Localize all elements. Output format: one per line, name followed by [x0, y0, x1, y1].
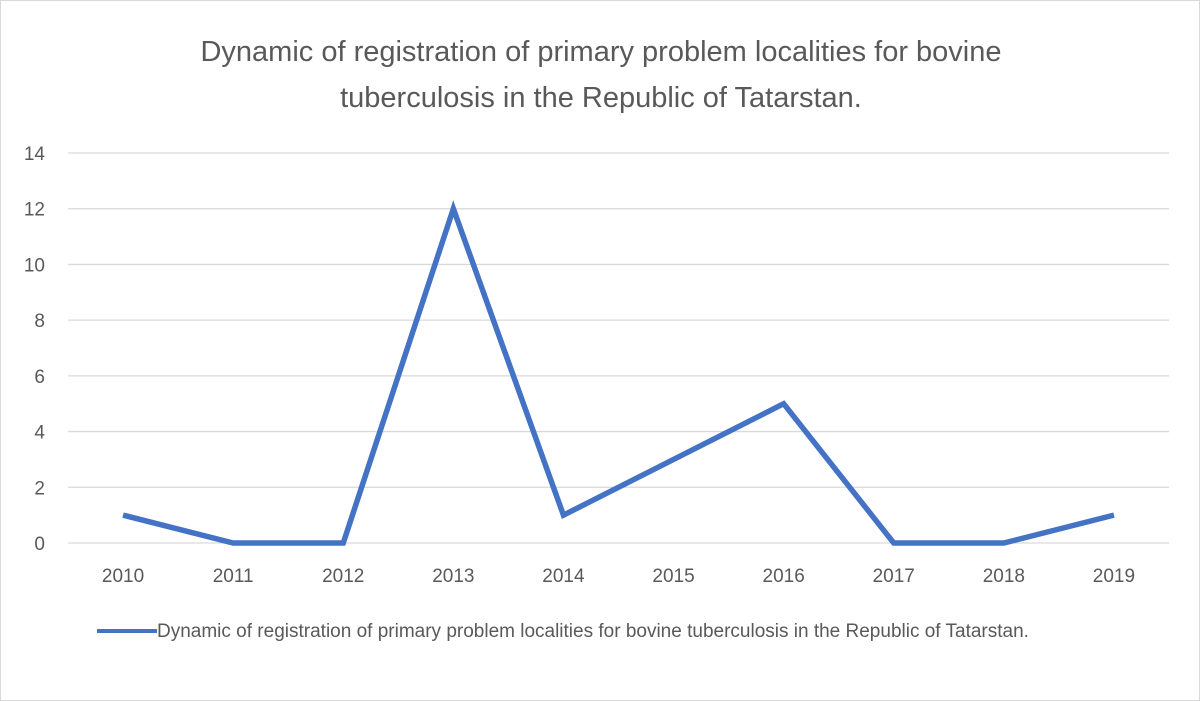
x-tick-label: 2018 [983, 566, 1025, 587]
legend-swatch [97, 629, 157, 633]
y-tick-label: 0 [34, 534, 45, 555]
y-tick-label: 4 [34, 423, 45, 444]
x-tick-label: 2017 [873, 566, 915, 587]
legend: Dynamic of registration of primary probl… [97, 617, 1157, 646]
x-tick-label: 2010 [102, 566, 144, 587]
x-tick-label: 2016 [763, 566, 805, 587]
y-tick-label: 6 [34, 367, 45, 388]
x-tick-label: 2013 [432, 566, 474, 587]
x-tick-label: 2015 [652, 566, 694, 587]
x-tick-label: 2014 [542, 566, 585, 587]
y-tick-label: 2 [34, 478, 45, 499]
x-tick-label: 2019 [1093, 566, 1135, 587]
x-tick-label: 2011 [213, 566, 254, 587]
y-tick-label: 12 [24, 200, 45, 221]
chart-title: Dynamic of registration of primary probl… [200, 36, 1002, 114]
x-tick-label: 2012 [322, 566, 364, 587]
series-line [122, 200, 1115, 546]
y-tick-label: 10 [24, 255, 45, 276]
legend-label: Dynamic of registration of primary probl… [157, 621, 1029, 642]
y-tick-label: 8 [34, 311, 45, 332]
y-tick-label: 14 [24, 144, 46, 165]
